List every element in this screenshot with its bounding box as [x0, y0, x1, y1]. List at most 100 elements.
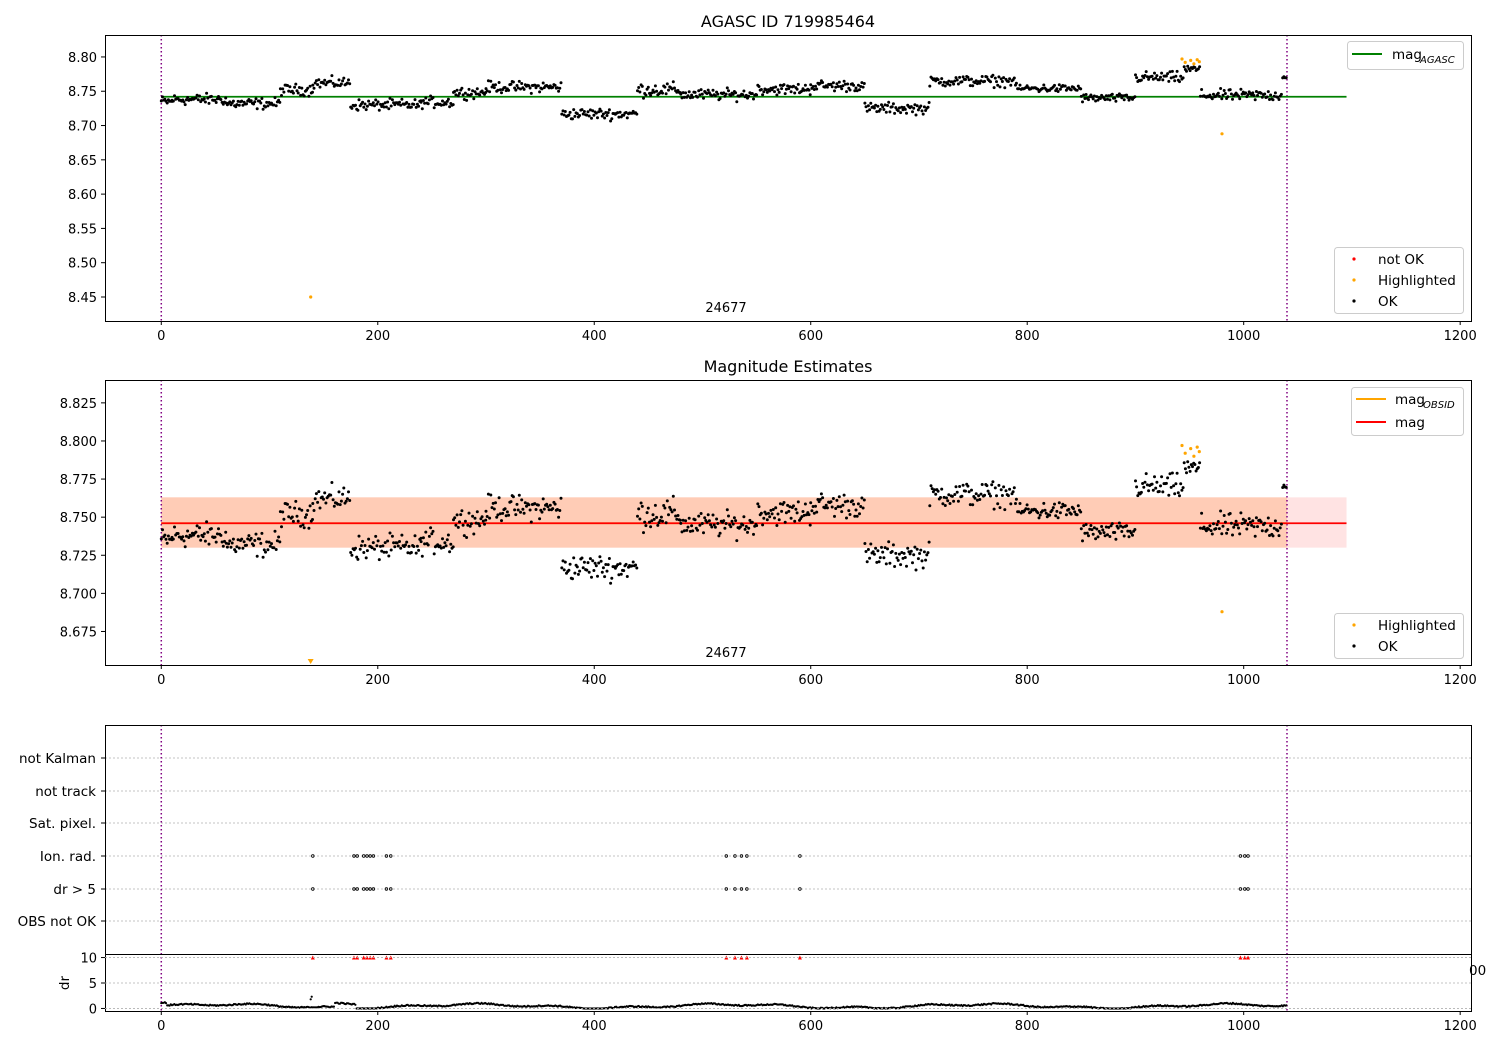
- data-point: [376, 539, 380, 543]
- data-point: [1159, 75, 1162, 79]
- data-point: [221, 544, 225, 548]
- data-point: [536, 503, 540, 507]
- data-point: [718, 97, 722, 100]
- data-point: [424, 96, 428, 100]
- data-point: [929, 484, 933, 488]
- data-point: [1038, 513, 1042, 517]
- data-point: [897, 552, 901, 556]
- data-point: [1131, 533, 1134, 537]
- data-point: [205, 520, 209, 524]
- data-point: [836, 505, 840, 509]
- data-point: [390, 534, 394, 538]
- flags-x-ticks: 0 200 400 600 800 1000 1200: [157, 1011, 1477, 1034]
- data-point: [571, 577, 574, 581]
- data-point: [903, 556, 907, 559]
- data-point: [1193, 463, 1197, 466]
- data-point: [568, 562, 572, 566]
- data-point: [953, 79, 957, 83]
- data-point: [505, 510, 509, 514]
- data-point: [1042, 83, 1046, 87]
- data-point: [671, 494, 675, 498]
- data-point: [693, 518, 697, 522]
- data-point: [1134, 479, 1137, 483]
- agasc-x-ticks: 0 200 400 600 800 1000 1200: [157, 321, 1477, 344]
- data-point: [915, 547, 919, 551]
- data-point: [1051, 506, 1055, 510]
- data-point: [389, 104, 393, 108]
- data-point: [619, 572, 623, 576]
- data-point: [597, 561, 601, 565]
- legend-subscript-agasc: AGASC: [1419, 55, 1455, 66]
- data-point: [213, 98, 217, 102]
- flag-row-label: dr > 5: [53, 882, 96, 898]
- data-point: [789, 516, 793, 520]
- data-point: [1004, 489, 1008, 493]
- highlighted-point: [1197, 450, 1201, 454]
- data-point: [1110, 92, 1114, 96]
- data-point: [658, 519, 662, 522]
- data-point: [237, 546, 241, 550]
- data-point: [588, 557, 592, 561]
- data-point: [655, 89, 659, 93]
- data-point: [1058, 511, 1062, 515]
- data-point: [466, 523, 470, 527]
- data-point: [788, 85, 792, 89]
- data-point: [722, 519, 726, 523]
- x-tick-label: 400: [582, 1019, 607, 1034]
- data-point: [261, 107, 265, 111]
- x-tick-label: 1000: [1227, 673, 1260, 688]
- data-point: [413, 534, 417, 538]
- data-point: [899, 111, 903, 115]
- data-point: [882, 108, 886, 111]
- data-point: [478, 524, 482, 528]
- data-point: [1069, 88, 1073, 92]
- data-point: [491, 83, 495, 87]
- data-point: [406, 105, 410, 109]
- data-point: [290, 515, 294, 519]
- data-point: [825, 85, 829, 89]
- data-point: [161, 528, 164, 532]
- data-point: [546, 505, 550, 509]
- data-point: [941, 502, 945, 506]
- data-point: [860, 81, 864, 85]
- data-point: [648, 520, 651, 524]
- data-point: [461, 93, 465, 97]
- data-point: [1157, 490, 1161, 493]
- data-point: [793, 91, 797, 95]
- data-point: [1198, 526, 1202, 530]
- data-point: [925, 553, 929, 557]
- data-point: [930, 487, 934, 491]
- data-point: [1092, 526, 1096, 530]
- agasc-axes-frame: [105, 35, 1472, 322]
- data-point: [1216, 520, 1220, 523]
- data-point: [1173, 79, 1177, 83]
- data-point: [852, 502, 856, 506]
- data-point: [1008, 77, 1012, 81]
- data-point: [823, 506, 827, 510]
- data-point: [1104, 525, 1108, 529]
- data-point: [1064, 513, 1068, 517]
- data-point: [825, 506, 829, 510]
- data-point: [341, 492, 345, 496]
- data-point: [869, 101, 873, 105]
- data-point: [388, 531, 392, 535]
- data-point: [314, 492, 318, 496]
- data-point: [594, 111, 598, 115]
- data-point: [1089, 524, 1093, 527]
- data-point: [646, 506, 650, 510]
- flag-point: [352, 887, 356, 891]
- data-point: [1083, 531, 1087, 535]
- data-point: [231, 99, 235, 103]
- data-point: [1119, 524, 1123, 528]
- data-point: [985, 75, 989, 79]
- data-point: [1154, 486, 1158, 490]
- data-point: [164, 537, 168, 541]
- data-point: [983, 493, 987, 497]
- data-point: [762, 516, 766, 520]
- data-point: [291, 519, 295, 523]
- data-point: [891, 102, 895, 106]
- obsid-label: 24677: [705, 301, 746, 316]
- data-point: [278, 100, 282, 104]
- data-point: [294, 499, 298, 503]
- data-point: [547, 508, 551, 512]
